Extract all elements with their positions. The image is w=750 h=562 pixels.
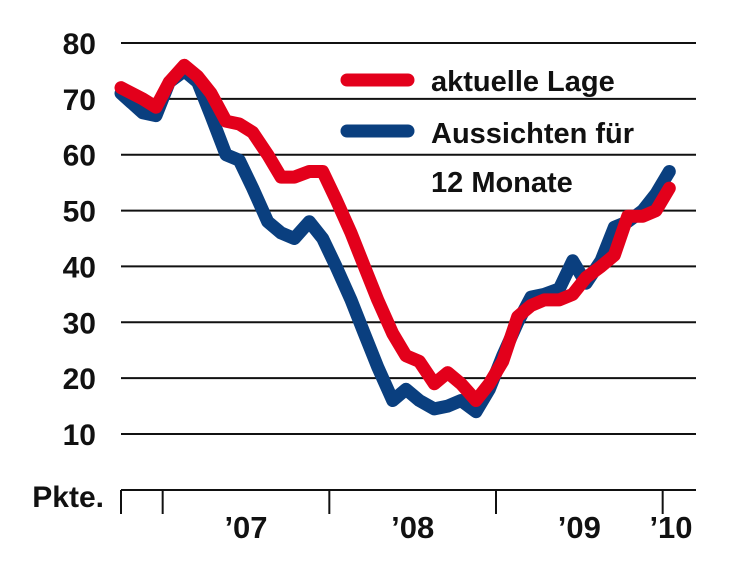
legend: aktuelle Lage Aussichten für 12 Monate: [340, 66, 634, 199]
x-tick-label: ’09: [558, 510, 601, 545]
y-tick-label: 80: [63, 28, 96, 61]
series-line: [114, 64, 676, 419]
y-tick-labels: 80 70 60 50 40 30 20 10: [63, 28, 96, 452]
legend-label: Aussichten für: [431, 118, 634, 150]
y-tick-label: 70: [63, 84, 96, 117]
x-tick-label: ’10: [649, 510, 692, 545]
y-tick-label: 40: [63, 251, 96, 284]
legend-label: 12 Monate: [431, 167, 573, 199]
y-tick-label: 10: [63, 419, 96, 452]
unit-label: Pkte.: [32, 481, 104, 514]
x-tick-label: ’08: [391, 510, 434, 545]
x-tick-label: ’07: [224, 510, 267, 545]
legend-label: aktuelle Lage: [431, 66, 615, 98]
y-tick-label: 30: [63, 307, 96, 340]
series-lines: [114, 58, 676, 419]
y-tick-label: 20: [63, 363, 96, 396]
y-tick-label: 60: [63, 140, 96, 173]
series-line: [114, 58, 676, 407]
x-axis: ’07 ’08 ’09 ’10 Pkte.: [32, 481, 696, 545]
y-tick-label: 50: [63, 196, 96, 229]
